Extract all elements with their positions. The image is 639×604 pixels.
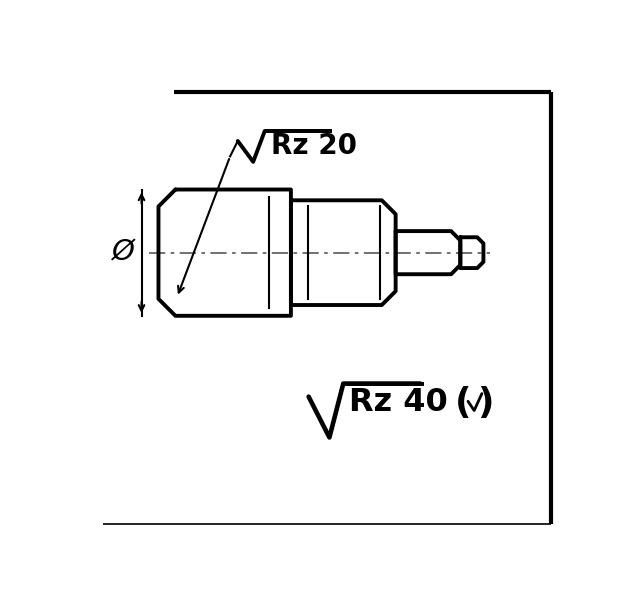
- Text: ): ): [477, 386, 493, 420]
- Text: Rz 20: Rz 20: [271, 132, 357, 161]
- Text: Rz 40: Rz 40: [350, 387, 448, 419]
- Text: Ø: Ø: [112, 239, 134, 266]
- Text: (: (: [455, 386, 472, 420]
